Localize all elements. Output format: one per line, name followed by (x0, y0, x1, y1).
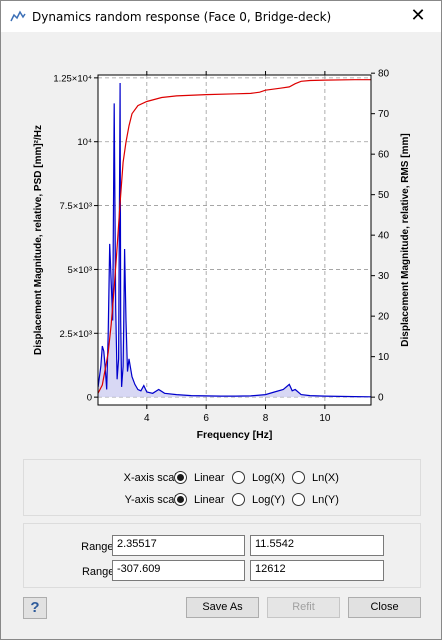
radio-y-ln-indicator[interactable] (292, 493, 305, 506)
radio-x-linear-indicator[interactable] (174, 471, 187, 484)
y-right-tick-label: 80 (378, 69, 390, 80)
radio-y-linear-label: Linear (194, 493, 225, 506)
range-x-max-field[interactable]: 11.5542 (250, 535, 384, 556)
x-tick-label: 8 (263, 413, 269, 424)
y-right-tick-label: 0 (378, 393, 384, 404)
range-y-min-field[interactable]: -307.609 (112, 560, 245, 581)
radio-x-log[interactable]: Log(X) (232, 471, 285, 484)
y-left-tick-label: 2.5×10³ (60, 329, 93, 340)
rms-series-line (97, 79, 371, 394)
y-left-tick-label: 5×10³ (67, 265, 92, 276)
radio-y-log[interactable]: Log(Y) (232, 493, 285, 506)
chart-app-icon (10, 10, 26, 22)
x-axis-label: Frequency [Hz] (197, 429, 273, 441)
psd-series-line (97, 82, 371, 398)
x-axis-scale-row: X-axis scale: Linear Log(X) Ln(X) (24, 470, 422, 488)
title-bar[interactable]: Dynamics random response (Face 0, Bridge… (1, 1, 441, 32)
y-left-tick-label: 10⁴ (77, 137, 92, 148)
plot-frame (97, 74, 372, 406)
range-x-min-field[interactable]: 2.35517 (112, 535, 245, 556)
radio-y-ln-label: Ln(Y) (312, 493, 339, 506)
radio-x-linear[interactable]: Linear (174, 471, 225, 484)
chart[interactable]: 4 6 8 10 0 2.5×10³ 5×10³ 7.5×10³ 10⁴ 1.25×10⁴ 0 10 2… (1, 32, 441, 451)
radio-y-log-label: Log(Y) (252, 493, 286, 506)
y-left-tick-label: 1.25×10⁴ (53, 73, 92, 84)
window-title: Dynamics random response (Face 0, Bridge… (32, 10, 332, 24)
y-right-axis-label: Displacement Magnitude, relative, RMS [m… (400, 133, 411, 346)
radio-x-ln[interactable]: Ln(X) (292, 471, 339, 484)
chart-panel: 4 6 8 10 0 2.5×10³ 5×10³ 7.5×10³ 10⁴ 1.25×10⁴ 0 10 2… (1, 32, 441, 451)
radio-x-log-label: Log(X) (252, 471, 286, 484)
y-right-tick-label: 60 (378, 150, 390, 161)
help-button[interactable]: ? (23, 597, 47, 619)
psd-area-fill (98, 83, 371, 398)
y-axis-scale-row: Y-axis scale: Linear Log(Y) Ln(Y) (24, 492, 422, 510)
y-right-tick-label: 30 (378, 271, 390, 282)
x-axis-scale-label: X-axis scale: (123, 472, 186, 484)
radio-y-linear[interactable]: Linear (174, 493, 225, 506)
y-right-tick-label: 50 (378, 190, 390, 201)
y-axis-scale-label: Y-axis scale: (124, 494, 186, 506)
y-right-tick-label: 40 (378, 231, 390, 242)
y-right-tick-label: 10 (378, 352, 390, 363)
x-tick-label: 6 (203, 413, 209, 424)
x-tick-label: 4 (144, 413, 150, 424)
radio-y-log-indicator[interactable] (232, 493, 245, 506)
plot-area (98, 75, 371, 405)
y-left-tick-label: 0 (87, 393, 92, 404)
y-left-tick-label: 7.5×10³ (60, 201, 93, 212)
close-button[interactable]: Close (348, 597, 421, 618)
radio-y-linear-indicator[interactable] (174, 493, 187, 506)
save-as-button[interactable]: Save As (186, 597, 259, 618)
radio-x-ln-label: Ln(X) (312, 471, 339, 484)
y-right-tick-label: 20 (378, 312, 390, 323)
radio-x-linear-label: Linear (194, 471, 225, 484)
close-icon[interactable]: ✕ (410, 5, 426, 25)
axis-scale-group: X-axis scale: Linear Log(X) Ln(X) Y-axis… (23, 459, 421, 516)
y-left-axis-label: Displacement Magnitude, relative, PSD [m… (33, 125, 44, 355)
radio-x-ln-indicator[interactable] (292, 471, 305, 484)
y-right-tick-label: 70 (378, 109, 390, 120)
range-group: Range X: 2.35517 11.5542 Range Y: -307.6… (23, 523, 421, 588)
x-tick-label: 10 (319, 413, 331, 424)
refit-button[interactable]: Refit (267, 597, 340, 618)
range-y-max-field[interactable]: 12612 (250, 560, 384, 581)
radio-y-ln[interactable]: Ln(Y) (292, 493, 339, 506)
radio-x-log-indicator[interactable] (232, 471, 245, 484)
